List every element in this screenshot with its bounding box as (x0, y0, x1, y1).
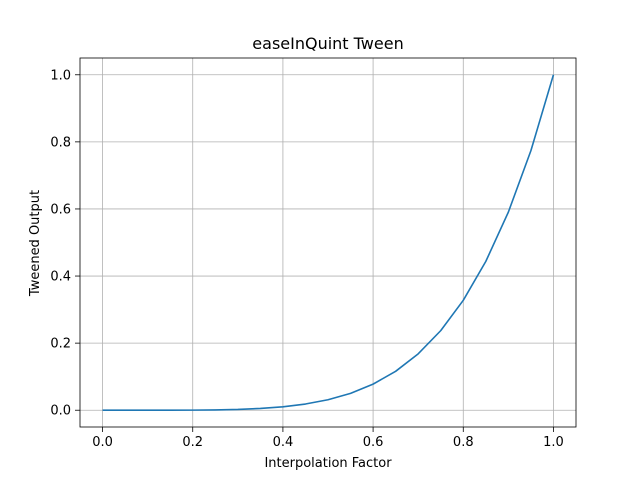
y-tick-label: 0.4 (50, 270, 71, 285)
plot-frame (79, 57, 577, 428)
x-tick-label: 0.0 (92, 435, 113, 450)
y-axis-label: Tweened Output (28, 190, 43, 297)
x-tick-label: 0.6 (363, 435, 384, 450)
series-line (102, 74, 555, 412)
y-tick-label: 0.2 (50, 337, 71, 352)
x-tick-label: 0.2 (182, 435, 203, 450)
x-tick-label: 0.4 (273, 435, 294, 450)
series-layer (102, 74, 555, 412)
x-tick-label: 0.8 (453, 435, 474, 450)
y-axis-ticks: 0.0 0.2 0.4 0.6 0.8 1.0 (50, 68, 80, 419)
y-tick-label: 0.0 (50, 404, 71, 419)
chart-title: easeInQuint Tween (252, 34, 403, 53)
x-tick-label: 1.0 (543, 435, 564, 450)
y-tick-label: 0.6 (50, 202, 71, 217)
y-tick-label: 1.0 (50, 68, 71, 83)
x-axis-ticks: 0.0 0.2 0.4 0.6 0.8 1.0 (92, 427, 564, 450)
x-axis-label: Interpolation Factor (264, 456, 392, 471)
y-tick-label: 0.8 (50, 135, 71, 150)
grid (80, 58, 576, 427)
